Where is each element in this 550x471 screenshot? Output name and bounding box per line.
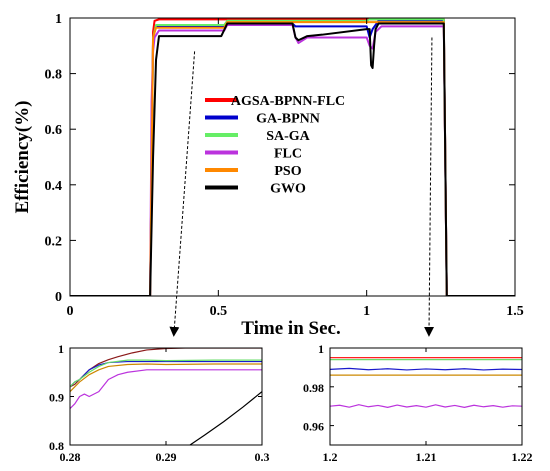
series-line-gwo (70, 22, 515, 296)
plot-frame (69, 347, 263, 446)
x-tick-label: 0.28 (60, 450, 81, 464)
legend-label: GA-BPNN (256, 112, 320, 127)
plot-frame (69, 17, 516, 297)
x-tick-label: 1.22 (512, 450, 533, 464)
y-tick-label: 0.8 (45, 68, 63, 83)
series-line-inset-right-4 (330, 404, 522, 408)
x-tick-label: 1.5 (506, 304, 524, 319)
series-line-inset-left-5 (189, 391, 262, 445)
y-tick-label: 0.6 (45, 123, 63, 138)
x-tick-label: 1.21 (416, 450, 437, 464)
series-line-inset-left-0 (70, 348, 262, 388)
main-chart: 0 0.5 1 1.5 0 0.2 0.4 0.6 0.8 1 (45, 12, 524, 319)
x-tick-label: 1.2 (323, 450, 338, 464)
x-tick-label: 0 (67, 304, 74, 319)
legend-label: PSO (274, 164, 301, 179)
legend-label: SA-GA (266, 129, 310, 144)
series-group (70, 348, 262, 445)
x-tick-label: 1 (363, 304, 370, 319)
series-group (330, 357, 522, 408)
series-line-inset-left-4 (70, 363, 262, 393)
inset-chart-right: 1.2 1.21 1.22 0.96 0.98 1 (303, 342, 533, 464)
series-group (70, 18, 515, 296)
series-line-inset-left-3 (70, 369, 262, 410)
annotation-arrow (424, 37, 435, 337)
x-tick-label: 0.5 (210, 304, 228, 319)
x-tick-label: 0.29 (156, 450, 177, 464)
inset-chart-left: 0.28 0.29 0.3 0.8 0.9 1 (49, 342, 270, 464)
y-axis-label: Efficiency(%) (12, 101, 33, 214)
legend-label: AGSA-BPNN-FLC (231, 94, 345, 109)
series-line-inset-right-3 (330, 367, 522, 371)
y-tick-label: 0.8 (49, 439, 64, 453)
y-tick-label: 1 (55, 12, 62, 27)
x-tick-label: 0.3 (255, 450, 270, 464)
y-tick-label: 0.9 (49, 391, 64, 405)
y-tick-label: 1 (58, 342, 64, 356)
legend-label: GWO (270, 182, 306, 197)
y-tick-label: 0.4 (45, 179, 63, 194)
y-tick-label: 1 (318, 342, 324, 356)
legend: AGSA-BPNN-FLC GA-BPNN SA-GA FLC PSO GWO (205, 94, 345, 197)
annotation-arrows (169, 37, 435, 337)
x-axis-label: Time in Sec. (241, 318, 340, 339)
y-tick-label: 0.2 (45, 234, 63, 249)
series-line-inset-left-2 (70, 359, 262, 388)
plot-frame (329, 347, 523, 446)
y-tick-label: 0 (55, 290, 62, 305)
series-line-inset-left-1 (70, 360, 262, 388)
y-tick-label: 0.98 (303, 381, 324, 395)
legend-label: FLC (274, 147, 302, 162)
y-tick-label: 0.96 (303, 420, 324, 434)
annotation-arrow (169, 51, 196, 337)
